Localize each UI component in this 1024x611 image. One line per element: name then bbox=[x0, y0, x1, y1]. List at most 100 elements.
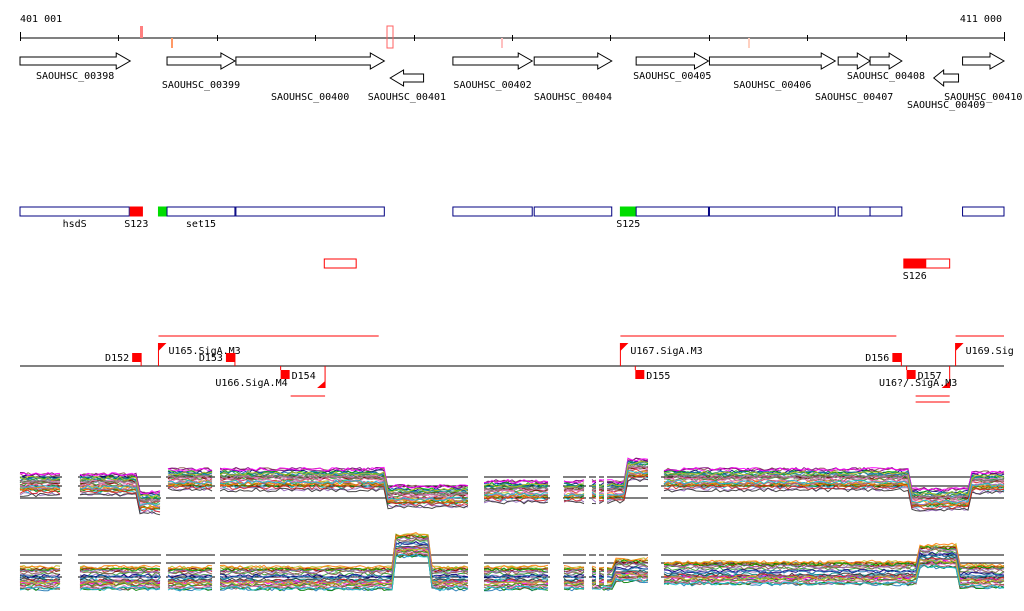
feature-rect[interactable] bbox=[619, 206, 637, 217]
transcription-unit[interactable]: U167.SigA.M3 bbox=[619, 335, 897, 366]
feature-bar[interactable] bbox=[837, 206, 871, 217]
gene-arrow[interactable] bbox=[635, 52, 710, 70]
gene-arrow[interactable] bbox=[708, 52, 837, 70]
expression-series bbox=[19, 536, 1005, 576]
transcription-unit[interactable]: U169.Sig bbox=[955, 335, 1014, 366]
feature-rect[interactable] bbox=[323, 258, 357, 269]
feature-rect[interactable] bbox=[157, 206, 168, 217]
gene[interactable]: SAOUHSC_00408 bbox=[847, 52, 925, 82]
marker-square[interactable] bbox=[132, 353, 142, 362]
feature-rect[interactable] bbox=[635, 206, 709, 217]
gene-arrow[interactable] bbox=[869, 52, 903, 70]
overlap-unit-label: U16?/.SigA.M3 bbox=[879, 378, 957, 389]
transcription-unit[interactable]: U166.SigA.M4 bbox=[215, 366, 326, 397]
track-gap bbox=[648, 455, 661, 515]
track-gap bbox=[215, 455, 220, 515]
transcription-unit[interactable]: U168.SigA.M3 bbox=[839, 366, 951, 403]
feature-bar[interactable]: set15 bbox=[166, 206, 236, 230]
expression-series bbox=[19, 541, 1005, 579]
marker-square[interactable] bbox=[906, 370, 916, 379]
gene[interactable]: SAOUHSC_00400 bbox=[235, 52, 386, 103]
marker-label: D156 bbox=[865, 353, 889, 364]
gene-arrow[interactable] bbox=[533, 52, 613, 70]
gene-arrow[interactable] bbox=[452, 52, 534, 70]
feature-bar[interactable] bbox=[635, 206, 709, 217]
feature-bar[interactable]: S126 bbox=[903, 258, 927, 282]
feature-rect[interactable] bbox=[837, 206, 871, 217]
expression-series bbox=[19, 541, 1005, 580]
expression-series bbox=[19, 548, 1005, 586]
feature-rect[interactable] bbox=[166, 206, 236, 217]
gene[interactable]: SAOUHSC_00402 bbox=[452, 52, 534, 91]
boundary-marker[interactable]: D155 bbox=[634, 366, 670, 382]
feature-label: set15 bbox=[186, 219, 216, 230]
feature-label: S126 bbox=[903, 271, 927, 282]
boundary-marker[interactable]: D153 bbox=[199, 353, 236, 366]
expression-series bbox=[19, 461, 1005, 500]
feature-bar[interactable]: hsdS bbox=[19, 206, 130, 230]
feature-bar[interactable] bbox=[157, 206, 168, 217]
feature-rect[interactable] bbox=[129, 206, 143, 217]
gene[interactable]: SAOUHSC_00401 bbox=[368, 69, 446, 103]
gene[interactable]: SAOUHSC_00406 bbox=[708, 52, 837, 91]
expression-series bbox=[19, 551, 1005, 590]
boundary-marker[interactable]: D157 bbox=[906, 366, 942, 382]
feature-rect[interactable] bbox=[869, 206, 903, 217]
feature-rect[interactable] bbox=[925, 258, 951, 269]
feature-rect[interactable] bbox=[19, 206, 130, 217]
feature-bar[interactable] bbox=[869, 206, 903, 217]
feature-rect[interactable] bbox=[235, 206, 385, 217]
feature-bar[interactable]: S123 bbox=[124, 206, 148, 230]
marker-label: D153 bbox=[199, 353, 223, 364]
feature-rect[interactable] bbox=[452, 206, 533, 217]
marker-square[interactable] bbox=[225, 353, 235, 362]
feature-rect[interactable] bbox=[903, 258, 927, 269]
feature-bar[interactable] bbox=[235, 206, 385, 217]
gene-arrow[interactable] bbox=[962, 52, 1006, 70]
gene-arrow[interactable] bbox=[389, 69, 425, 87]
feature-rect[interactable] bbox=[533, 206, 613, 217]
boundary-marker[interactable]: D152 bbox=[105, 353, 142, 366]
expression-series bbox=[20, 536, 1005, 574]
gene-label: SAOUHSC_00400 bbox=[271, 92, 349, 103]
feature-bar[interactable] bbox=[962, 206, 1005, 217]
gene-arrow[interactable] bbox=[932, 68, 960, 88]
gene-arrow[interactable] bbox=[166, 52, 236, 70]
gene[interactable]: SAOUHSC_00409 bbox=[907, 68, 985, 111]
feature-bar[interactable] bbox=[533, 206, 613, 217]
feature-bar[interactable] bbox=[925, 258, 951, 269]
boundary-marker[interactable]: D154 bbox=[280, 366, 316, 382]
track-gap bbox=[468, 455, 484, 515]
gene-label: SAOUHSC_00404 bbox=[534, 92, 612, 103]
gene[interactable]: SAOUHSC_00398 bbox=[19, 52, 132, 82]
marker-square[interactable] bbox=[280, 370, 290, 379]
feature-bar[interactable] bbox=[323, 258, 357, 269]
feature-rect[interactable] bbox=[962, 206, 1005, 217]
gene-arrow[interactable] bbox=[235, 52, 386, 70]
boundary-marker[interactable]: D156 bbox=[865, 353, 902, 366]
gene[interactable]: SAOUHSC_00404 bbox=[533, 52, 613, 103]
track-gap bbox=[161, 525, 166, 585]
feature-label: S125 bbox=[616, 219, 640, 230]
feature-bar[interactable] bbox=[452, 206, 533, 217]
unit-label: U166.SigA.M4 bbox=[215, 378, 287, 389]
track-gap bbox=[604, 525, 607, 585]
track-gap bbox=[586, 525, 589, 585]
gene[interactable]: SAOUHSC_00399 bbox=[162, 52, 240, 91]
gene-arrow[interactable] bbox=[837, 52, 872, 70]
expression-series bbox=[19, 457, 1005, 495]
track-gap bbox=[596, 525, 599, 585]
gene[interactable]: SAOUHSC_00405 bbox=[633, 52, 711, 82]
feature-bar[interactable] bbox=[708, 206, 836, 217]
gene[interactable]: SAOUHSC_00410 bbox=[944, 52, 1022, 103]
track-gap bbox=[596, 455, 599, 515]
expression-series bbox=[19, 541, 1005, 579]
transcription-unit[interactable]: U165.SigA.M3 bbox=[157, 335, 379, 366]
marker-square[interactable] bbox=[635, 370, 645, 379]
feature-rect[interactable] bbox=[708, 206, 836, 217]
marker-square[interactable] bbox=[892, 353, 902, 362]
track-gap bbox=[604, 455, 607, 515]
unit-start-flag bbox=[955, 343, 964, 351]
gene-arrow[interactable] bbox=[19, 52, 132, 70]
gene[interactable]: SAOUHSC_00407 bbox=[815, 52, 893, 103]
